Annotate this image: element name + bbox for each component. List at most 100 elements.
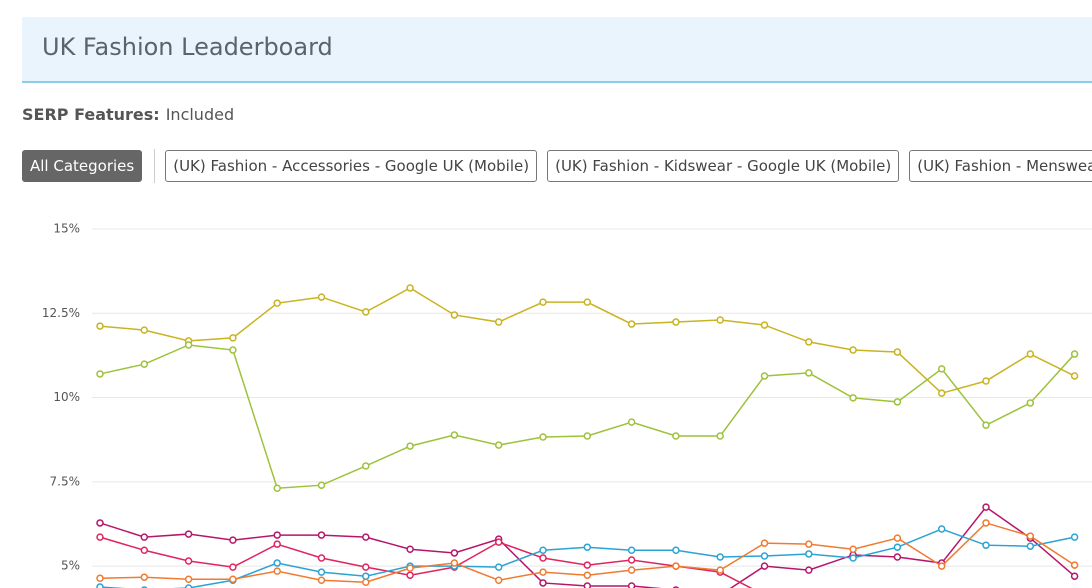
data-point: [184, 557, 193, 565]
data-point: [716, 566, 724, 574]
data-point: [96, 519, 104, 527]
data-point: [627, 566, 636, 574]
data-point: [229, 346, 237, 354]
data-point: [627, 546, 636, 554]
filter-button[interactable]: All Categories: [22, 150, 143, 182]
data-point: [140, 573, 149, 581]
data-point: [184, 584, 193, 588]
data-point: [805, 369, 813, 377]
data-point: [849, 545, 857, 553]
data-point: [982, 421, 990, 429]
data-point: [450, 549, 459, 557]
data-point: [760, 562, 769, 570]
data-point: [273, 299, 281, 307]
y-tick-label: 15%: [53, 222, 80, 236]
data-point: [96, 574, 104, 582]
data-point: [229, 563, 237, 571]
data-point: [1026, 532, 1035, 540]
data-point: [937, 365, 946, 373]
data-point: [450, 559, 459, 567]
data-point: [539, 433, 547, 441]
data-point: [583, 543, 592, 551]
data-point: [229, 575, 237, 583]
data-point: [1026, 399, 1035, 407]
data-point: [273, 559, 281, 567]
data-point: [406, 442, 414, 450]
data-point: [982, 503, 990, 511]
data-point: [96, 370, 104, 378]
data-point: [1070, 533, 1079, 541]
data-point: [362, 462, 370, 470]
data-point: [317, 481, 326, 489]
data-point: [583, 561, 592, 569]
data-point: [539, 298, 547, 306]
data-point: [96, 533, 104, 541]
y-tick-label: 10%: [53, 390, 80, 404]
data-point: [229, 536, 237, 544]
data-point: [805, 550, 813, 558]
serp-label: SERP Features:: [22, 105, 160, 124]
data-point: [805, 566, 813, 574]
data-point: [982, 519, 990, 527]
data-point: [805, 338, 813, 346]
data-point: [539, 568, 547, 576]
data-point: [583, 432, 592, 440]
data-point: [849, 554, 857, 562]
data-point: [1070, 561, 1079, 569]
data-point: [760, 539, 769, 547]
serp-features: SERP Features: Included: [22, 105, 234, 124]
data-point: [849, 346, 857, 354]
data-point: [627, 582, 636, 588]
data-point: [317, 554, 326, 562]
filter-button[interactable]: (UK) Fashion - Kidswear - Google UK (Mob…: [547, 150, 900, 182]
data-point: [494, 563, 503, 571]
data-point: [184, 341, 193, 349]
data-point: [672, 546, 680, 554]
data-point: [583, 298, 592, 306]
data-point: [140, 326, 149, 334]
data-point: [937, 525, 946, 533]
data-point: [406, 284, 414, 292]
data-point: [805, 540, 813, 548]
separator: [154, 149, 156, 183]
data-point: [229, 334, 237, 342]
filter-button[interactable]: (UK) Fashion - Menswear: [909, 150, 1092, 182]
data-point: [450, 311, 459, 319]
data-point: [406, 571, 414, 579]
data-point: [140, 546, 149, 554]
data-point: [273, 531, 281, 539]
data-point: [362, 572, 370, 580]
data-point: [1070, 372, 1079, 380]
data-point: [273, 567, 281, 575]
data-point: [982, 377, 990, 385]
data-point: [450, 431, 459, 439]
data-point: [849, 394, 857, 402]
data-point: [362, 533, 370, 541]
data-point: [760, 372, 769, 380]
data-point: [893, 543, 902, 551]
data-point: [96, 583, 104, 588]
filter-button[interactable]: (UK) Fashion - Accessories - Google UK (…: [165, 150, 538, 182]
data-point: [539, 554, 547, 562]
data-point: [494, 576, 503, 584]
filter-bar: All Categories (UK) Fashion - Accessorie…: [22, 149, 1092, 183]
data-point: [273, 540, 281, 548]
data-point: [893, 534, 902, 542]
data-point: [627, 320, 636, 328]
series-line: [99, 344, 1076, 490]
data-point: [96, 322, 104, 330]
data-point: [362, 563, 370, 571]
data-point: [672, 432, 680, 440]
data-point: [1070, 572, 1079, 580]
serp-value: Included: [165, 105, 235, 124]
data-point: [140, 533, 149, 541]
data-point: [672, 318, 680, 326]
data-point: [539, 579, 547, 587]
data-point: [317, 531, 326, 539]
data-point: [893, 398, 902, 406]
data-point: [317, 568, 326, 576]
data-point: [406, 564, 414, 572]
data-point: [627, 418, 636, 426]
y-tick-label: 7.5%: [50, 474, 81, 488]
